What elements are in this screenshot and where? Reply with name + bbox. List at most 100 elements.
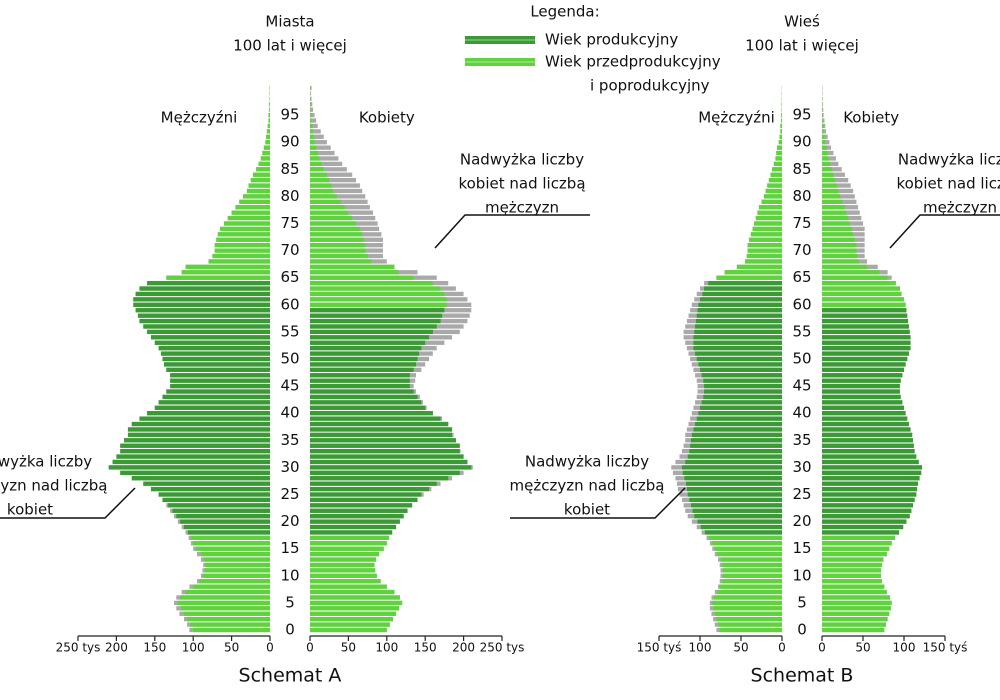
y-tick-label: 75 [792, 214, 811, 232]
bar-excess [310, 102, 313, 107]
bar [686, 486, 782, 492]
bar [822, 405, 904, 410]
bar [310, 237, 364, 242]
bar [822, 346, 911, 351]
bar [684, 476, 782, 481]
bar [693, 346, 782, 351]
bar [310, 465, 472, 470]
bar [154, 340, 270, 345]
bar [310, 579, 381, 584]
bar [112, 459, 270, 465]
bar [693, 335, 782, 340]
bar [779, 134, 782, 139]
bar [822, 481, 918, 486]
bar [822, 221, 850, 226]
bar [757, 210, 782, 215]
subtitle: Miasta [265, 13, 314, 31]
bar [310, 443, 460, 448]
bar [310, 535, 390, 541]
bar [133, 297, 270, 302]
bar [310, 459, 468, 465]
bar-excess [822, 102, 823, 107]
bar [696, 356, 782, 362]
bar [713, 606, 782, 611]
callout-line [434, 214, 590, 249]
bar-excess [310, 96, 312, 101]
bar [310, 584, 387, 589]
bar [310, 367, 414, 372]
bar [822, 535, 895, 541]
bar [719, 584, 782, 589]
bar [150, 486, 270, 492]
bar [698, 302, 782, 307]
bar [310, 243, 366, 248]
bar [822, 427, 911, 432]
bar [190, 535, 270, 541]
bar [777, 145, 782, 150]
y-tick-label: 25 [792, 485, 811, 503]
bar [164, 362, 270, 367]
bar [263, 145, 270, 150]
bar [310, 172, 327, 177]
bar [716, 275, 782, 280]
bar [310, 145, 317, 150]
bar [822, 118, 823, 123]
bar [822, 150, 828, 156]
series-label: Mężczyźni [161, 109, 238, 127]
y-tick-label: 95 [280, 106, 299, 124]
bar [822, 275, 888, 280]
callout-line [510, 487, 686, 519]
bar [137, 313, 270, 318]
bar [822, 134, 825, 139]
bar [822, 286, 900, 291]
bar [822, 367, 904, 372]
bar [822, 248, 857, 253]
bar [170, 383, 270, 389]
bar [822, 557, 884, 562]
x-tick-label: 0 [306, 641, 314, 655]
bar [822, 373, 903, 378]
bar [822, 318, 909, 324]
bar-excess [310, 183, 360, 188]
bar [822, 617, 888, 622]
bar [722, 573, 782, 578]
legend-label: Wiek przedprodukcyjny [545, 53, 721, 71]
x-tick-label: 200 [105, 641, 128, 655]
bar [310, 411, 433, 416]
bar [310, 546, 384, 551]
bar [720, 557, 782, 562]
bar [822, 140, 826, 145]
bar [310, 514, 404, 519]
bar [822, 503, 914, 508]
bar [108, 465, 270, 470]
bar [822, 551, 887, 557]
bar [258, 161, 270, 167]
bar [696, 416, 782, 421]
bar [216, 237, 270, 242]
bar [127, 427, 270, 432]
bar [686, 481, 782, 486]
bar [694, 329, 782, 335]
bar [822, 340, 911, 345]
y-tick-label: 45 [792, 377, 811, 395]
bar [310, 448, 460, 454]
bar [822, 161, 831, 167]
bar [310, 503, 413, 508]
y-tick-label: 60 [280, 295, 299, 313]
y-tick-label: 90 [280, 133, 299, 151]
bar [310, 416, 441, 421]
bar [822, 394, 901, 400]
y-tick-label: 15 [792, 539, 811, 557]
bar [822, 400, 903, 405]
bar-excess [310, 123, 318, 129]
bar [700, 297, 782, 302]
bar [822, 546, 890, 551]
bar-excess [310, 85, 312, 91]
bar [310, 438, 456, 443]
bar [822, 215, 849, 221]
bar [310, 346, 422, 351]
bar [822, 519, 907, 524]
bar [691, 432, 782, 438]
bar [310, 622, 390, 627]
